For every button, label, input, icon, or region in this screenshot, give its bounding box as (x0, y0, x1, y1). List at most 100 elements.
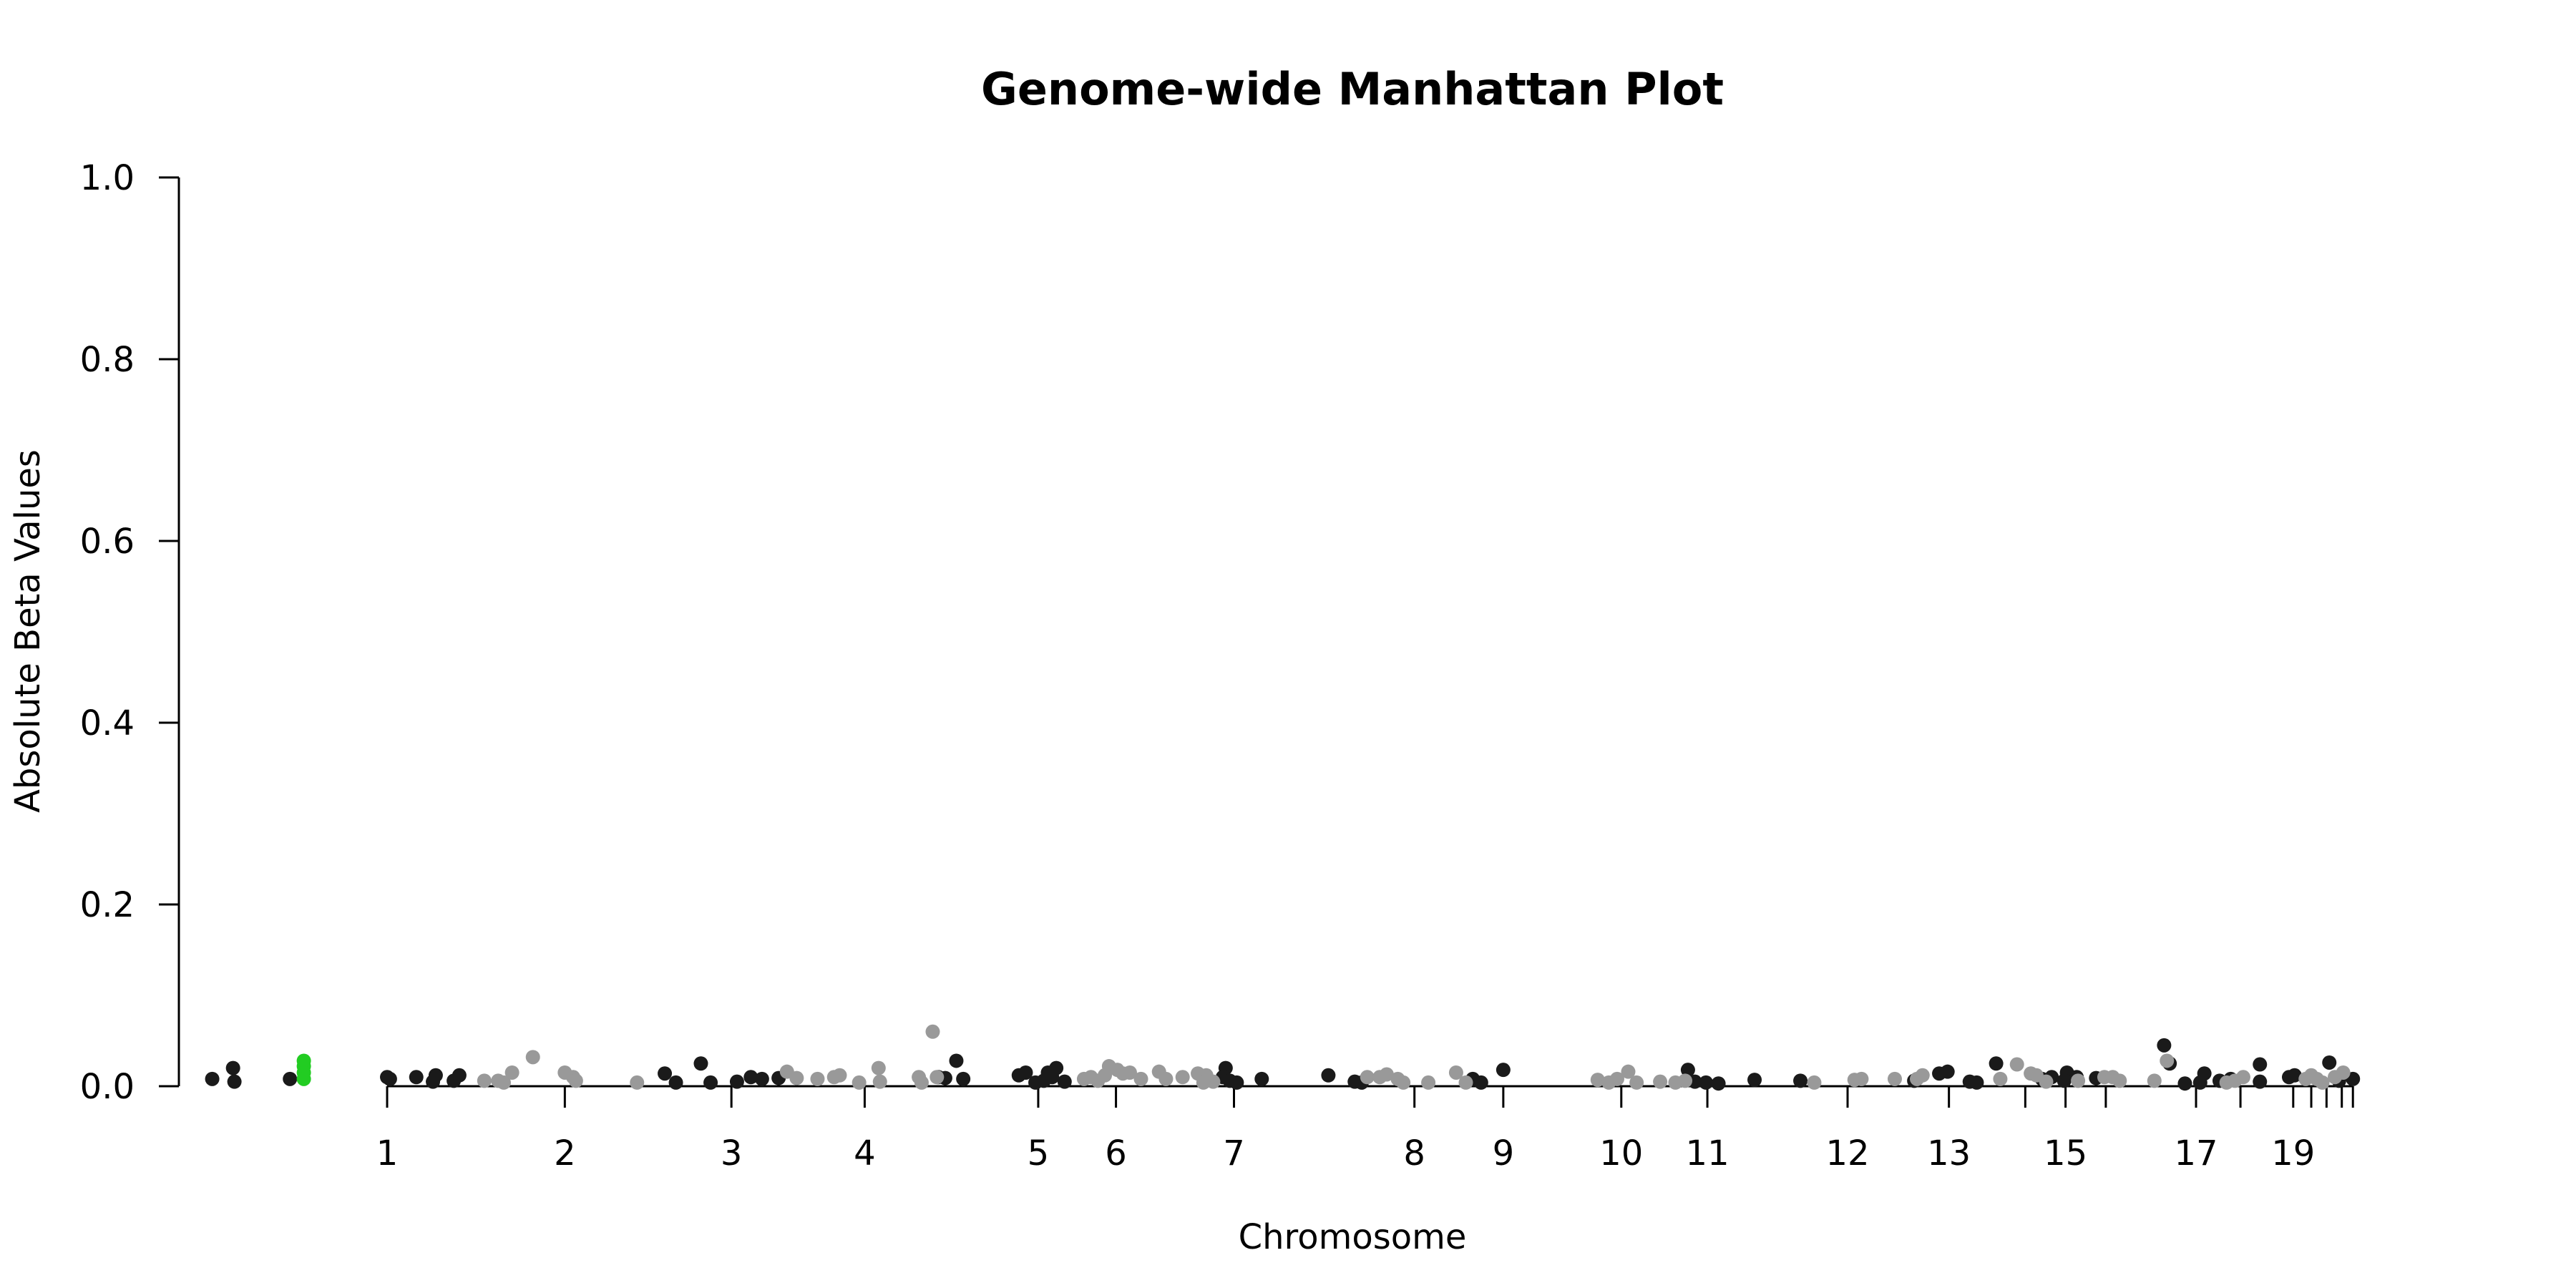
data-point (205, 1071, 220, 1086)
x-tick-label: 15 (2044, 1133, 2087, 1174)
data-point (1678, 1073, 1693, 1088)
data-point (949, 1053, 964, 1068)
data-point (2315, 1075, 2330, 1090)
data-point (925, 1024, 940, 1039)
data-point (2112, 1073, 2127, 1088)
data-point (1396, 1075, 1411, 1090)
data-point (852, 1075, 867, 1090)
data-point (658, 1066, 673, 1081)
data-point (2160, 1053, 2175, 1068)
y-tick-label: 0.6 (80, 522, 135, 562)
data-point (1254, 1071, 1269, 1086)
data-point (1421, 1075, 1436, 1090)
data-point (1699, 1075, 1714, 1090)
x-tick-label: 2 (554, 1133, 576, 1174)
x-tick-label: 8 (1403, 1133, 1425, 1174)
data-point (2253, 1074, 2268, 1089)
data-point (1133, 1071, 1148, 1086)
data-point (693, 1056, 708, 1071)
data-point (225, 1060, 240, 1075)
data-point (871, 1060, 886, 1075)
data-point (1175, 1070, 1190, 1085)
data-point (525, 1050, 540, 1065)
data-point (2235, 1070, 2250, 1085)
data-point (1989, 1056, 2004, 1071)
x-tick-label: 4 (854, 1133, 876, 1174)
data-point (729, 1074, 744, 1089)
data-point (1887, 1071, 1902, 1086)
data-point (426, 1074, 441, 1089)
y-tick-label: 0.4 (80, 703, 135, 743)
chart-title: Genome-wide Manhattan Plot (981, 63, 1724, 115)
data-point (789, 1070, 804, 1085)
x-tick-label: 11 (1686, 1133, 1729, 1174)
data-point (1049, 1060, 1064, 1075)
data-point (296, 1071, 311, 1086)
x-tick-label: 3 (721, 1133, 743, 1174)
data-point (743, 1070, 758, 1085)
y-axis: 0.0 0.2 0.4 0.6 0.8 1.0 (80, 158, 180, 1107)
data-point (1590, 1073, 1605, 1088)
x-tick-label: 10 (1599, 1133, 1643, 1174)
data-point (956, 1071, 971, 1086)
data-point (1653, 1074, 1668, 1089)
data-point (1018, 1065, 1033, 1080)
x-axis: 1 2 3 4 5 6 7 8 9 10 11 12 13 15 17 19 (376, 1085, 2354, 1174)
data-point (1028, 1075, 1043, 1090)
data-point (1854, 1071, 1869, 1086)
data-point (1448, 1065, 1463, 1080)
x-tick-label: 13 (1927, 1133, 1971, 1174)
data-point (2253, 1057, 2268, 1072)
data-point (1458, 1075, 1473, 1090)
data-point (668, 1075, 683, 1090)
data-point (2071, 1073, 2086, 1088)
data-point (1609, 1071, 1624, 1086)
data-point (2322, 1055, 2337, 1070)
data-point (2177, 1076, 2192, 1091)
data-point (1807, 1075, 1822, 1090)
data-point (1940, 1064, 1955, 1079)
x-tick-label: 7 (1223, 1133, 1245, 1174)
data-point (227, 1074, 242, 1089)
data-point (496, 1075, 511, 1090)
x-tick-label: 5 (1028, 1133, 1050, 1174)
x-tick-label: 17 (2174, 1133, 2218, 1174)
data-points (205, 1024, 2361, 1091)
data-point (2057, 1073, 2072, 1088)
data-point (1321, 1068, 1336, 1083)
data-point (1122, 1065, 1137, 1080)
data-point (1229, 1075, 1244, 1090)
x-tick-label: 1 (376, 1133, 399, 1174)
y-axis-label: Absolute Beta Values (8, 449, 48, 813)
data-point (1993, 1071, 2008, 1086)
data-point (452, 1068, 467, 1083)
x-tick-label: 6 (1105, 1133, 1127, 1174)
data-point (2157, 1038, 2172, 1053)
data-point (1158, 1071, 1174, 1086)
data-point (1793, 1073, 1808, 1088)
data-point (1057, 1074, 1072, 1089)
x-tick-label: 19 (2271, 1133, 2315, 1174)
data-point (283, 1071, 298, 1086)
data-point (703, 1075, 718, 1090)
data-point (1969, 1075, 1984, 1090)
data-point (832, 1068, 847, 1083)
data-point (754, 1071, 769, 1086)
data-point (2009, 1057, 2024, 1072)
data-point (2197, 1066, 2212, 1081)
y-tick-label: 0.0 (80, 1067, 135, 1107)
data-point (1629, 1075, 1644, 1090)
y-tick-label: 0.8 (80, 340, 135, 380)
data-point (1379, 1067, 1394, 1082)
data-point (2039, 1074, 2054, 1089)
data-point (477, 1073, 492, 1088)
data-point (1496, 1063, 1511, 1078)
x-tick-label: 9 (1493, 1133, 1515, 1174)
data-point (1711, 1076, 1726, 1091)
x-axis-label: Chromosome (1239, 1217, 1467, 1257)
data-point (2336, 1065, 2351, 1080)
data-point (914, 1075, 929, 1090)
data-point (1196, 1075, 1211, 1090)
data-point (872, 1074, 887, 1089)
